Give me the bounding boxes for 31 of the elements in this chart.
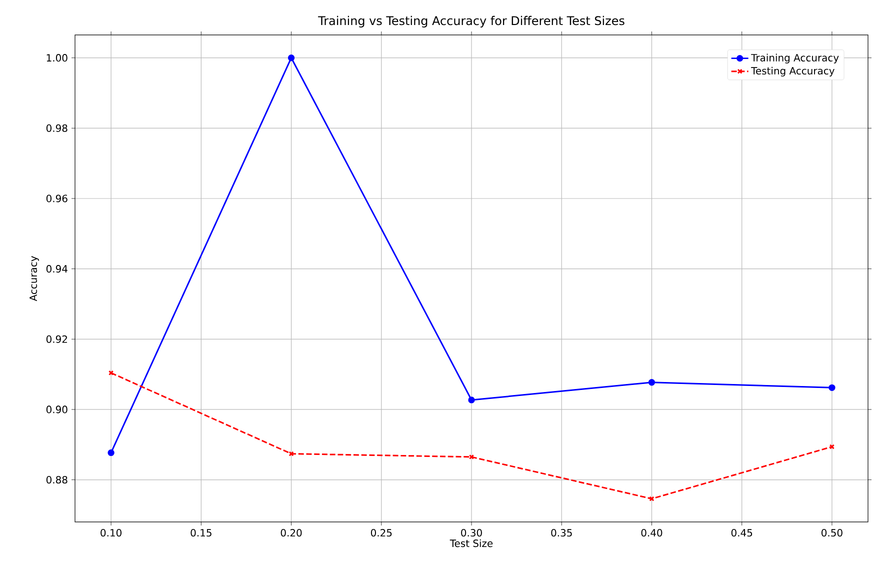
- legend-label: Training Accuracy: [751, 54, 839, 64]
- x-tick-label: 0.30: [461, 528, 482, 537]
- point: [649, 496, 654, 502]
- x-tick-label: 0.20: [280, 528, 302, 537]
- x-tick-label: 0.35: [551, 528, 572, 537]
- point: [468, 396, 475, 404]
- y-tick-label: 0.94: [46, 265, 68, 273]
- x-tick-label: 0.45: [731, 528, 752, 537]
- point: [829, 444, 835, 450]
- point: [648, 379, 656, 386]
- x-tick-label: 0.50: [822, 528, 842, 537]
- x-tick-label: 0.10: [100, 528, 122, 537]
- y-tick-label: 0.92: [46, 335, 67, 343]
- y-tick-label: 0.96: [46, 194, 68, 202]
- y-tick-label: 0.90: [46, 406, 68, 414]
- y-tick-label: 1.00: [46, 54, 68, 62]
- legend-label: Testing Accuracy: [751, 66, 834, 76]
- point: [108, 449, 114, 456]
- y-axis-title: Accuracy: [30, 256, 39, 302]
- x-tick-label: 0.25: [370, 528, 392, 537]
- point: [828, 384, 836, 392]
- y-tick-label: 0.98: [46, 124, 68, 132]
- point: [108, 370, 114, 376]
- y-tick-label: 0.88: [46, 476, 68, 484]
- point: [288, 54, 295, 62]
- x-tick-label: 0.40: [641, 528, 662, 537]
- x-tick-label: 0.15: [190, 528, 212, 537]
- chart-title: Training vs Testing Accuracy for Different Test Sizes: [318, 16, 624, 28]
- point: [468, 454, 474, 460]
- point: [288, 451, 294, 456]
- x-axis-title: Test Size: [450, 539, 493, 548]
